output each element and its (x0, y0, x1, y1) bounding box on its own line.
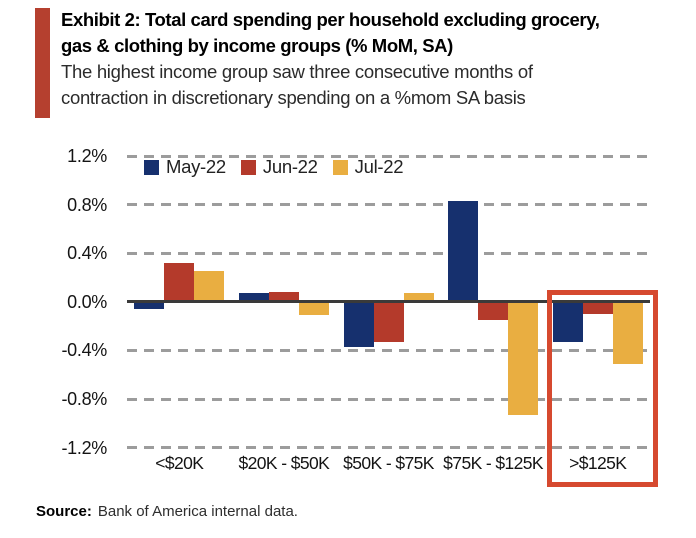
bar-jun-22-20k-50k (268, 292, 299, 302)
title-accent-bar (35, 8, 50, 118)
x-axis-label-75k-125k: $75K - $125K (443, 453, 544, 473)
gridline-0-8 (127, 397, 650, 401)
y-axis-tick-label: 1.2% (67, 146, 107, 166)
exhibit-title-line2: gas & clothing by income groups (% MoM, … (61, 35, 453, 56)
y-axis-tick-label: 0.8% (67, 194, 107, 215)
bar-jun-22-125k (582, 301, 613, 314)
x-axis-label-20k-50k: $20K - $50K (238, 453, 330, 473)
legend: May-22 Jun-22 Jul-22 (144, 156, 404, 178)
source-label: Source: (36, 503, 92, 520)
y-axis-tick-label: -0.4% (61, 340, 107, 361)
legend-label-may-22: May-22 (166, 156, 226, 177)
gridline-0-8 (127, 203, 650, 207)
bar-jul-22-125k (612, 301, 643, 364)
bar-jun-22-75k-125k (478, 301, 509, 321)
bar-jun-22-20k (164, 262, 195, 302)
zero-axis-line (127, 300, 650, 304)
source-text: Bank of America internal data. (97, 503, 298, 520)
bar-may-22-50k-75k (343, 301, 374, 347)
y-axis-tick-label: 0.0% (67, 291, 107, 312)
bar-jul-22-20k-50k (298, 301, 329, 316)
source-note: Source: Bank of America internal data. (36, 503, 298, 520)
legend-item-jul-22: Jul-22 (332, 156, 404, 178)
bar-jul-22-20k (194, 271, 225, 302)
exhibit-title-line1: Exhibit 2: Total card spending per house… (61, 9, 600, 30)
legend-item-jun-22: Jun-22 (240, 156, 318, 178)
legend-label-jul-22: Jul-22 (354, 156, 404, 177)
chart-header: Exhibit 2: Total card spending per house… (61, 7, 681, 111)
legend-item-may-22: May-22 (144, 156, 226, 178)
exhibit-subtitle-line2: contraction in discretionary spending on… (61, 87, 526, 108)
x-axis-label-125k: >$125K (569, 453, 627, 473)
x-axis-label-50k-75k: $50K - $75K (343, 453, 434, 473)
y-axis-tick-label: -1.2% (61, 437, 107, 458)
legend-label-jun-22: Jun-22 (262, 156, 318, 177)
bar-jul-22-50k-75k (403, 293, 434, 302)
x-axis-label-20k: <$20K (155, 453, 204, 473)
gridline-1-2 (127, 446, 650, 450)
bar-may-22-20k-50k (238, 293, 269, 302)
y-axis-tick-label: -0.8% (61, 389, 107, 409)
bar-may-22-75k-125k (448, 200, 479, 302)
bar-jun-22-50k-75k (373, 301, 404, 342)
highlight-box (547, 289, 658, 487)
gridline-0-4 (127, 348, 650, 352)
legend-swatch-jul-22 (332, 159, 348, 175)
legend-swatch-jun-22 (240, 159, 256, 175)
gridline-0-4 (127, 251, 650, 255)
bar-may-22-20k (134, 301, 165, 310)
y-axis-tick-label: 0.4% (67, 243, 107, 264)
exhibit-subtitle-line1: The highest income group saw three conse… (61, 61, 533, 82)
bar-may-22-125k (552, 301, 583, 342)
legend-swatch-may-22 (144, 159, 159, 175)
gridline-1-2 (127, 154, 650, 158)
bar-jul-22-75k-125k (508, 301, 539, 415)
